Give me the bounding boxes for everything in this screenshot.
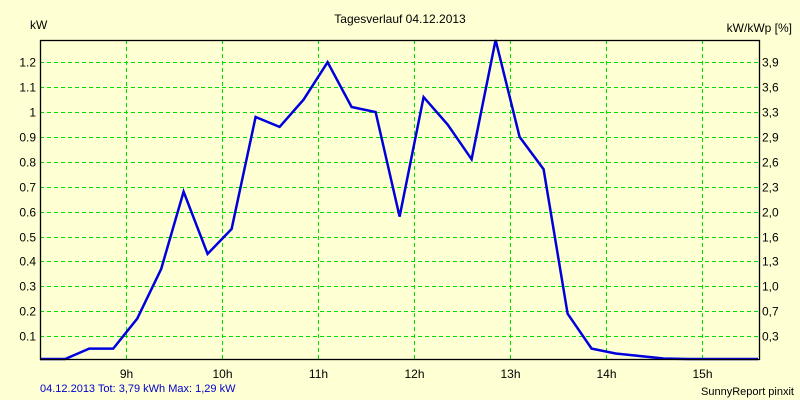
x-tick-label: 10h	[212, 367, 232, 381]
y-tick-label-right: 3,6	[762, 81, 779, 95]
plot-area-frame	[39, 39, 761, 361]
chart-title: Tagesverlauf 04.12.2013	[334, 12, 466, 26]
grid-lines	[40, 40, 759, 359]
y-tick-label-left: 1.2	[19, 56, 36, 70]
y-tick-label-right: 3,3	[762, 106, 779, 120]
y-tick-label-left: 0.7	[19, 181, 36, 195]
y-tick-label-left: 0.8	[19, 156, 36, 170]
y-tick-label-right: 1,6	[762, 231, 779, 245]
daily-summary: 04.12.2013 Tot: 3,79 kWh Max: 1,29 kW	[40, 383, 236, 395]
y-tick-label-right: 2,0	[762, 206, 779, 220]
y-tick-label-right: 1,3	[762, 255, 779, 269]
x-tick-label: 9h	[120, 367, 133, 381]
x-tick-label: 13h	[500, 367, 520, 381]
y-axis-label-left: kW	[30, 18, 48, 32]
x-tick-label: 12h	[404, 367, 424, 381]
y-tick-label-right: 3,9	[762, 56, 779, 70]
x-tick-label: 11h	[309, 367, 328, 381]
x-tick-label: 14h	[596, 367, 616, 381]
power-series-line	[40, 39, 758, 361]
y-tick-label-right: 0,3	[762, 330, 779, 344]
y-tick-label-left: 1.1	[19, 81, 36, 95]
y-axis-ticks-left: 0.1 0.2 0.3 0.4 0.5 0.6 0.7 0.8 0.9 1 1.1 1.2	[19, 56, 36, 344]
x-axis-ticks: 9h 10h 11h 12h 13h 14h 15h	[120, 367, 713, 381]
y-tick-label-right: 2,9	[762, 131, 779, 145]
y-tick-label-left: 0.9	[19, 131, 36, 145]
y-tick-label-left: 0.5	[19, 231, 36, 245]
y-tick-label-left: 1	[29, 106, 36, 120]
y-axis-label-right: kW/kWp [%]	[726, 21, 792, 35]
y-tick-label-left: 0.3	[19, 280, 36, 294]
y-tick-label-left: 0.1	[19, 330, 36, 344]
y-tick-label-right: 0,7	[762, 305, 779, 319]
y-tick-label-left: 0.4	[19, 255, 36, 269]
y-tick-label-left: 0.6	[19, 206, 36, 220]
y-tick-label-right: 2,3	[762, 181, 779, 195]
y-tick-label-right: 2,6	[762, 156, 779, 170]
y-tick-label-right: 1,0	[762, 280, 779, 294]
y-axis-ticks-right: 0,3 0,7 1,0 1,3 1,6 2,0 2,3 2,6 2,9 3,3 3,6 3,9	[762, 56, 779, 344]
y-tick-label-left: 0.2	[19, 305, 36, 319]
x-tick-label: 15h	[692, 367, 712, 381]
credit-label: SunnyReport pinxit	[701, 386, 794, 398]
